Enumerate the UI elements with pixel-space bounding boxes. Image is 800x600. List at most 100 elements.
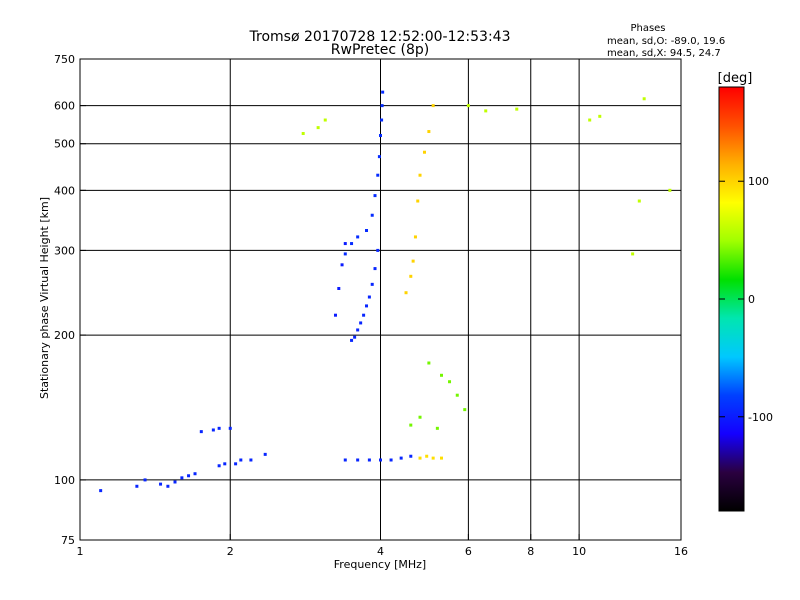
x-tick-label-10: 10 — [572, 545, 586, 558]
data-point-1-0 — [199, 430, 203, 434]
colorbar-tick-label-100: 100 — [748, 175, 769, 188]
data-point-0-2 — [143, 478, 147, 482]
colorbar-ticks: 100 0 -100 — [719, 175, 773, 424]
data-point-8-1 — [425, 454, 429, 458]
y-tick-label-400: 400 — [54, 184, 75, 197]
data-point-0-6 — [180, 476, 184, 480]
x-tick-label-4: 4 — [377, 545, 384, 558]
phase-annotation-x: mean, sd,X: 94.5, 24.7 — [607, 48, 721, 59]
data-point-4-8 — [379, 134, 382, 138]
y-tick-label-750: 750 — [54, 53, 75, 66]
x-axis-label: Frequency [MHz] — [334, 558, 426, 571]
data-point-7-3 — [379, 458, 382, 462]
data-point-10-9 — [637, 199, 641, 203]
data-point-6-6 — [422, 150, 426, 154]
data-point-8-0 — [418, 456, 422, 460]
data-point-9-2 — [448, 380, 452, 384]
data-point-6-8 — [431, 104, 435, 108]
data-point-9-6 — [418, 415, 422, 419]
y-tick-label-100: 100 — [54, 474, 75, 487]
data-point-3-1 — [353, 335, 357, 339]
data-point-9-5 — [409, 423, 413, 427]
data-point-0-4 — [166, 484, 170, 488]
data-point-0-5 — [173, 480, 177, 484]
data-point-3-9 — [376, 248, 380, 252]
y-axis: 75 100 200 300 400 500 600 750 — [54, 53, 86, 547]
data-point-4-2 — [356, 235, 360, 239]
data-point-10-10 — [642, 97, 646, 101]
data-point-7-1 — [356, 458, 360, 462]
data-point-10-5 — [515, 107, 519, 111]
data-point-5-2 — [340, 263, 344, 267]
data-point-10-6 — [588, 118, 592, 122]
data-point-10-3 — [466, 104, 470, 108]
x-tick-label-6: 6 — [465, 545, 472, 558]
y-tick-label-200: 200 — [54, 329, 75, 342]
data-point-4-0 — [343, 252, 347, 256]
data-point-4-1 — [350, 242, 354, 246]
data-point-7-5 — [399, 456, 403, 460]
data-point-5-0 — [333, 313, 337, 317]
data-point-4-11 — [381, 90, 385, 94]
data-point-5-3 — [343, 242, 347, 246]
data-point-2-3 — [239, 458, 243, 462]
data-point-3-4 — [362, 313, 366, 317]
data-point-10-7 — [598, 114, 602, 118]
chart-subtitle: RwPretec (8p) — [331, 42, 429, 58]
data-point-3-0 — [350, 338, 354, 342]
data-point-9-1 — [440, 373, 444, 377]
data-point-9-3 — [455, 393, 459, 397]
data-points — [99, 90, 672, 493]
data-point-2-2 — [234, 462, 238, 466]
data-point-4-7 — [377, 155, 381, 159]
data-point-7-6 — [409, 454, 413, 458]
data-point-2-5 — [263, 452, 267, 456]
data-point-6-3 — [413, 235, 417, 239]
data-point-2-1 — [223, 462, 227, 466]
data-point-6-1 — [409, 274, 413, 278]
data-point-5-1 — [337, 286, 341, 290]
data-point-4-4 — [370, 213, 374, 217]
colorbar-tick-label--100: -100 — [748, 411, 773, 424]
data-point-2-0 — [217, 464, 221, 468]
data-point-8-2 — [431, 456, 435, 460]
y-tick-label-500: 500 — [54, 138, 75, 151]
data-point-6-2 — [411, 259, 415, 263]
data-point-10-4 — [484, 109, 488, 113]
data-point-4-9 — [380, 118, 384, 122]
data-point-1-3 — [228, 426, 232, 430]
grid-lines — [80, 59, 681, 540]
data-point-10-1 — [316, 126, 320, 130]
data-point-10-0 — [301, 132, 305, 136]
data-point-6-5 — [418, 173, 422, 177]
data-point-10-2 — [323, 118, 327, 122]
data-point-3-3 — [359, 321, 363, 325]
data-point-3-6 — [367, 295, 371, 299]
colorbar-tick-label-0: 0 — [748, 293, 755, 306]
x-tick-label-16: 16 — [674, 545, 688, 558]
data-point-4-5 — [373, 194, 377, 198]
data-point-9-4 — [463, 408, 467, 412]
y-tick-label-300: 300 — [54, 244, 75, 257]
data-point-6-7 — [427, 130, 431, 134]
data-point-0-0 — [99, 489, 103, 493]
data-point-9-7 — [435, 426, 439, 430]
data-point-8-3 — [440, 456, 444, 460]
data-point-7-4 — [389, 458, 393, 462]
phase-annotation-o: mean, sd,O: -89.0, 19.6 — [607, 36, 725, 47]
data-point-0-7 — [187, 474, 191, 478]
data-point-3-2 — [356, 328, 360, 332]
data-point-6-4 — [416, 199, 420, 203]
y-tick-label-600: 600 — [54, 100, 75, 113]
data-point-4-3 — [365, 228, 369, 232]
data-point-3-7 — [370, 282, 374, 286]
x-axis: 1 2 4 6 8 10 16 — [77, 534, 688, 558]
data-point-7-2 — [367, 458, 371, 462]
data-point-3-8 — [373, 267, 377, 271]
x-tick-label-8: 8 — [527, 545, 534, 558]
data-point-7-0 — [343, 458, 347, 462]
data-point-10-11 — [668, 188, 672, 192]
x-tick-label-2: 2 — [227, 545, 234, 558]
data-point-1-1 — [211, 428, 215, 432]
